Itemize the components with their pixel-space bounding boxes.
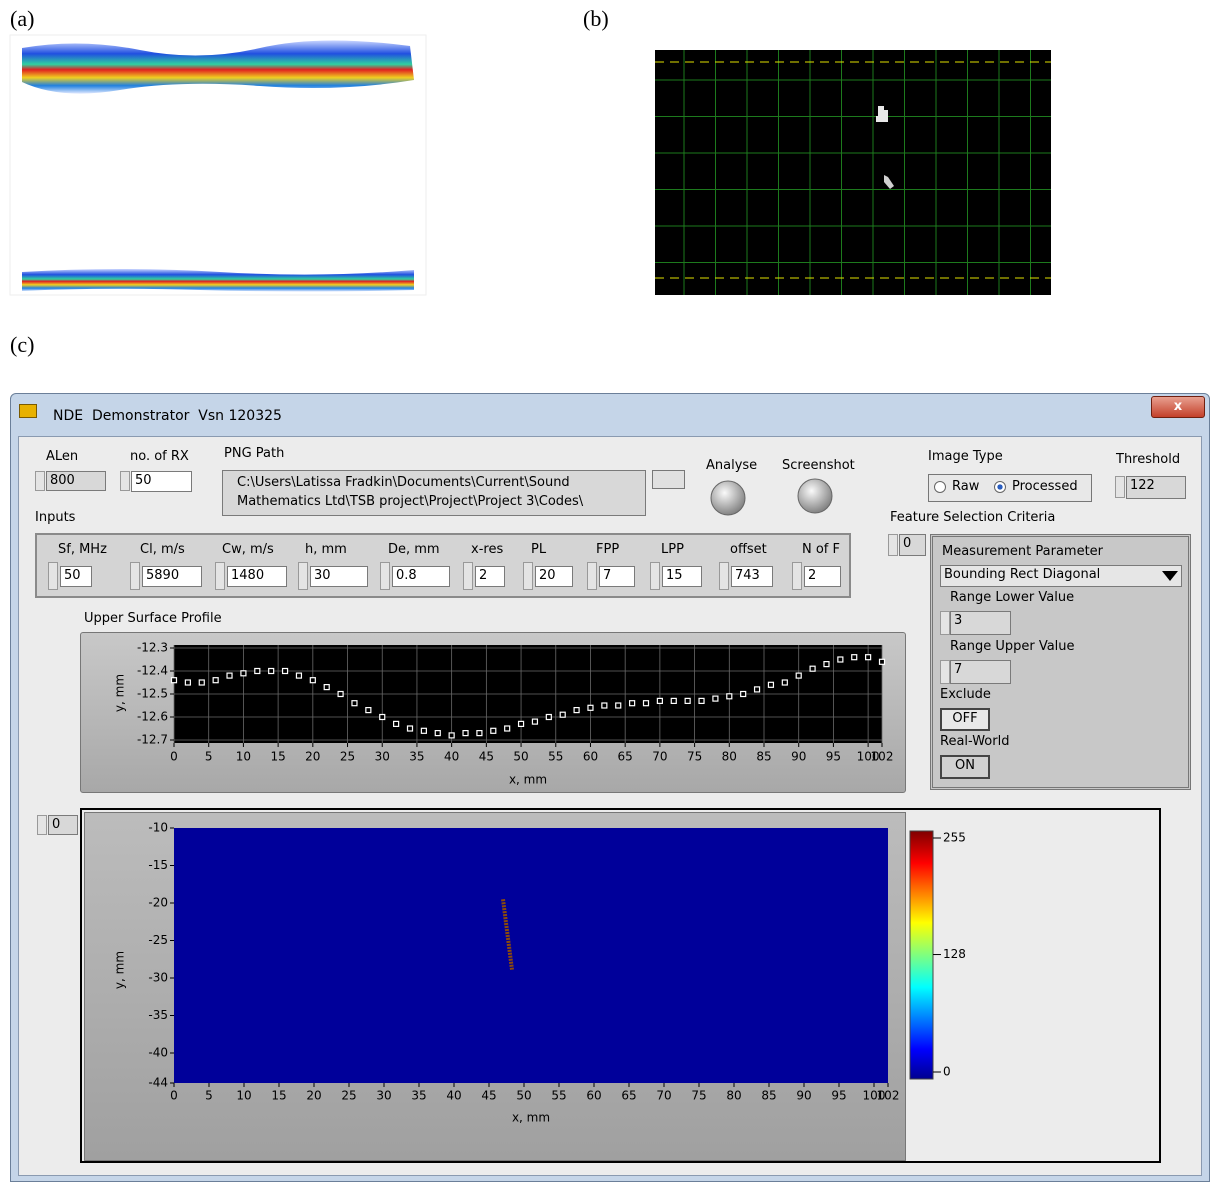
- numeric-control: 3: [950, 611, 1011, 635]
- numeric-indicator: 0: [899, 534, 926, 556]
- label: ALen: [46, 449, 78, 464]
- label: Image Type: [928, 449, 1003, 464]
- numeric-control: 122: [1126, 476, 1186, 499]
- label: PNG Path: [224, 446, 284, 461]
- numeric-control[interactable]: 743: [731, 566, 773, 587]
- spinner[interactable]: [650, 562, 660, 590]
- spinner[interactable]: [463, 562, 473, 590]
- numeric-control[interactable]: 2: [475, 566, 505, 587]
- numeric-control[interactable]: 1480: [227, 566, 287, 587]
- label: Range Upper Value: [950, 639, 1075, 654]
- app-icon: [19, 404, 37, 418]
- numeric-control[interactable]: 20: [535, 566, 573, 587]
- field-label: offset: [730, 542, 767, 557]
- radio-label: Processed: [1012, 479, 1078, 494]
- radio[interactable]: [934, 481, 946, 493]
- numeric-control[interactable]: 5890: [142, 566, 202, 587]
- spinner[interactable]: [523, 562, 533, 590]
- field-label: Cw, m/s: [222, 542, 274, 557]
- panel-label: (c): [10, 332, 34, 358]
- spinner[interactable]: [298, 562, 308, 590]
- toggle-button[interactable]: OFF: [940, 708, 990, 731]
- label: no. of RX: [130, 449, 189, 464]
- numeric-control[interactable]: 0.8: [392, 566, 450, 587]
- panel-b-image: [655, 50, 1051, 295]
- radio[interactable]: [994, 481, 1006, 493]
- window-title: NDE Demonstrator Vsn 120325: [53, 408, 282, 424]
- page: (a) (b) (c) NDE Demonstrator Vsn 120325 …: [0, 0, 1216, 1182]
- label: Screenshot: [782, 458, 855, 473]
- panel-b-bg: [655, 50, 1051, 295]
- spinner[interactable]: [130, 562, 140, 590]
- numeric-control: 7: [950, 660, 1011, 684]
- field-label: PL: [531, 542, 546, 557]
- panel-a-band: [22, 269, 414, 292]
- spinner[interactable]: [37, 815, 47, 835]
- spinner[interactable]: [587, 562, 597, 590]
- panel-a-image: [10, 35, 426, 295]
- spinner[interactable]: [792, 562, 802, 590]
- browse-button[interactable]: [652, 470, 685, 489]
- label: Inputs: [35, 510, 75, 525]
- numeric-control[interactable]: 2: [804, 566, 841, 587]
- spinner[interactable]: [940, 611, 950, 635]
- dropdown-arrow[interactable]: [1162, 571, 1178, 581]
- field-label: FPP: [596, 542, 619, 557]
- field-label: De, mm: [388, 542, 440, 557]
- path-control: C:\Users\Latissa Fradkin\Documents\Curre…: [222, 470, 646, 516]
- numeric-control[interactable]: 7: [599, 566, 635, 587]
- field-label: LPP: [661, 542, 684, 557]
- spinner[interactable]: [48, 562, 58, 590]
- panel-label: (a): [10, 6, 34, 32]
- spinner[interactable]: [215, 562, 225, 590]
- field-label: x-res: [471, 542, 503, 557]
- label: Real-World: [940, 734, 1009, 749]
- spinner[interactable]: [719, 562, 729, 590]
- label: Feature Selection Criteria: [890, 510, 1055, 525]
- radio-label: Raw: [952, 479, 979, 494]
- spinner[interactable]: [940, 660, 950, 684]
- numeric-control[interactable]: 15: [662, 566, 702, 587]
- label: Analyse: [706, 458, 757, 473]
- spinner[interactable]: [35, 471, 45, 491]
- field-label: N of F: [802, 542, 840, 557]
- field-label: Sf, MHz: [58, 542, 107, 557]
- label: Threshold: [1116, 452, 1180, 467]
- panel-a-band: [22, 40, 414, 93]
- field-label: Cl, m/s: [140, 542, 185, 557]
- numeric-control[interactable]: 50: [60, 566, 92, 587]
- chart-frame: [80, 632, 906, 793]
- panel-label: (b): [583, 6, 609, 32]
- label: Upper Surface Profile: [84, 611, 222, 626]
- label: Measurement Parameter: [942, 544, 1103, 559]
- dropdown[interactable]: Bounding Rect Diagonal: [940, 565, 1182, 587]
- numeric-control: 50: [131, 471, 192, 492]
- spinner[interactable]: [380, 562, 390, 590]
- label: Range Lower Value: [950, 590, 1074, 605]
- panel-b-blob: [876, 106, 888, 122]
- field-label: h, mm: [305, 542, 347, 557]
- spinner[interactable]: [1115, 476, 1125, 498]
- numeric-control: 0: [48, 815, 78, 835]
- panel-b-grid: [655, 50, 1051, 295]
- numeric-indicator: 800: [46, 471, 106, 491]
- chart-frame: [84, 812, 906, 1161]
- close-button[interactable]: x: [1151, 396, 1205, 418]
- spinner[interactable]: [120, 471, 130, 491]
- label: Exclude: [940, 687, 991, 702]
- numeric-control[interactable]: 30: [310, 566, 368, 587]
- spinner[interactable]: [888, 534, 898, 556]
- toggle-button[interactable]: ON: [940, 755, 990, 779]
- panel-b-blob: [884, 175, 894, 189]
